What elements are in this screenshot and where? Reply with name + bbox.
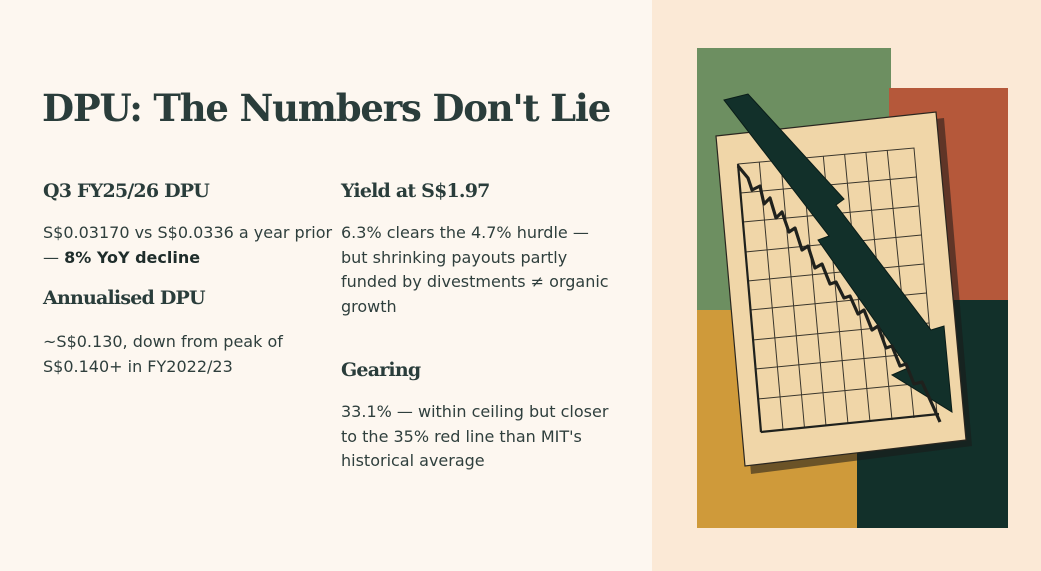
- chart-axes: [736, 163, 940, 434]
- illustration-panel: [652, 0, 1041, 571]
- yield-text: 6.3% clears the 4.7% hurdle — but shrink…: [341, 223, 609, 316]
- content-panel: DPU: The Numbers Don't Lie Q3 FY25/26 DP…: [42, 86, 612, 474]
- q3-dpu-decline: 8% YoY decline: [64, 247, 201, 267]
- q3-dpu-text: S$0.03170 vs S$0.0336 a year prior — 8% …: [43, 221, 333, 270]
- q3-dpu-section: Q3 FY25/26 DPU S$0.03170 vs S$0.0336 a y…: [43, 180, 333, 270]
- yield-heading: Yield at S$1.97: [341, 180, 490, 202]
- q3-dpu-text-main: S$0.03170 vs S$0.0336 a year prior —: [43, 223, 333, 267]
- annualised-dpu-heading: Annualised DPU: [43, 287, 206, 309]
- gearing-section: Gearing 33.1% — within ceiling but close…: [341, 359, 611, 474]
- slide-title: DPU: The Numbers Don't Lie: [42, 86, 611, 130]
- gearing-text: 33.1% — within ceiling but closer to the…: [341, 402, 609, 470]
- q3-dpu-heading: Q3 FY25/26 DPU: [43, 180, 210, 202]
- annualised-dpu-section: Annualised DPU ~S$0.130, down from peak …: [43, 287, 333, 379]
- decline-line: [736, 164, 942, 423]
- down-arrow: [723, 93, 953, 413]
- annualised-dpu-text: ~S$0.130, down from peak of S$0.140+ in …: [43, 332, 283, 376]
- declining-chart-illustration-icon: [697, 48, 1008, 528]
- gearing-heading: Gearing: [341, 359, 421, 381]
- yield-section: Yield at S$1.97 6.3% clears the 4.7% hur…: [341, 180, 611, 319]
